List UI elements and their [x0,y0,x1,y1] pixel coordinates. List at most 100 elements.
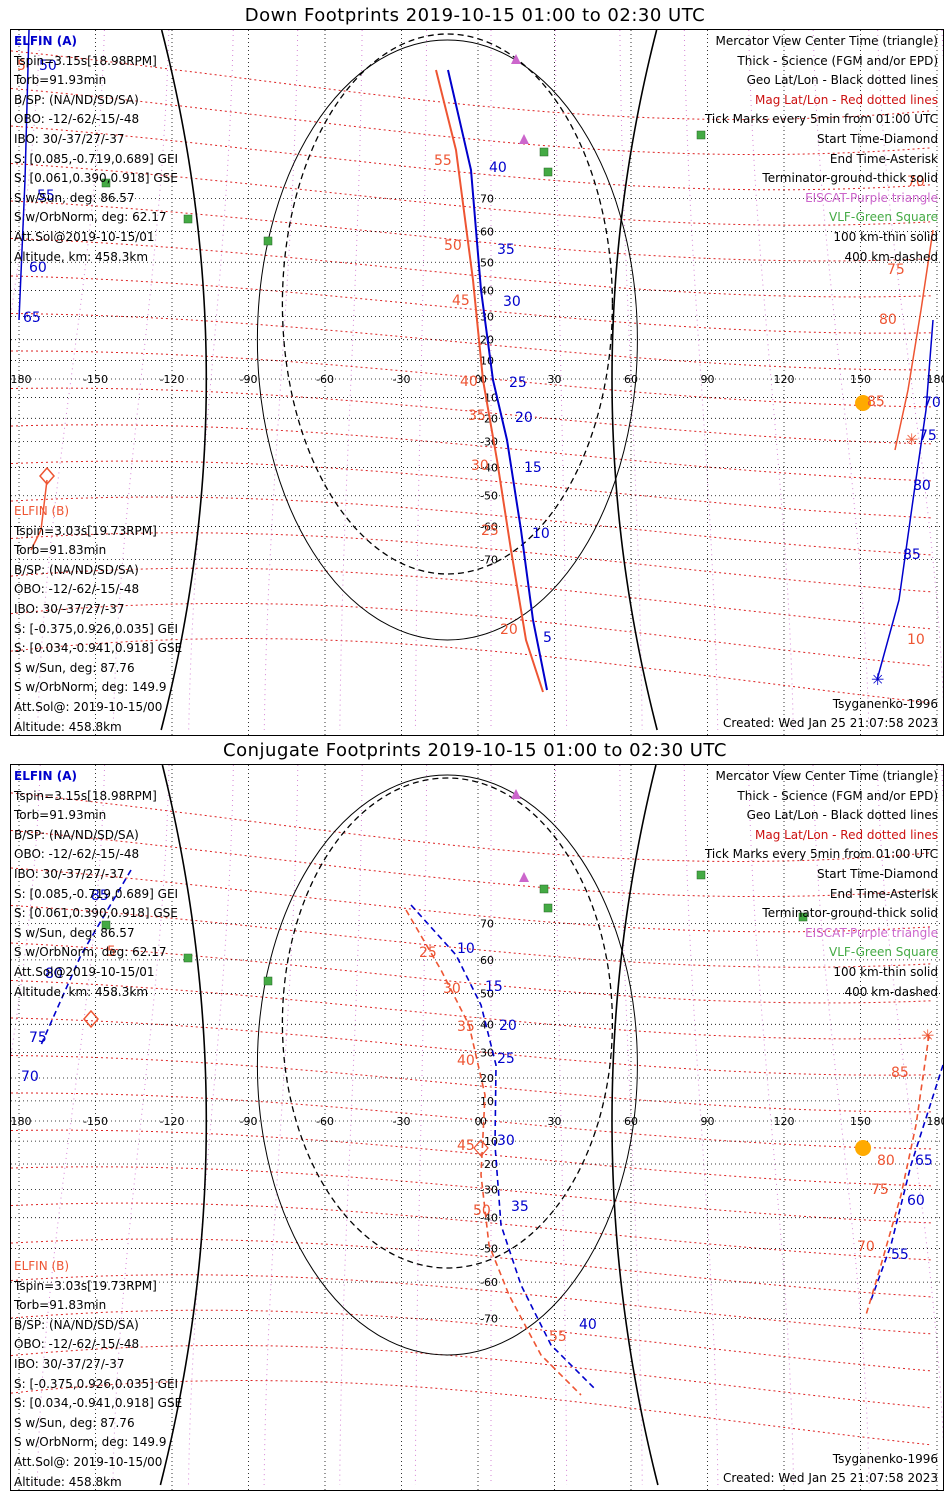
legend-item: VLF-Green Square [829,945,938,960]
lat-tick-label: 60 [480,226,494,239]
elfin-b-line: OBO: -12/-62/-15/-48 [14,582,140,597]
track-a-label: 50 [39,58,57,74]
lon-tick-label: 150 [850,1115,871,1128]
lat-tick-label: -70 [480,554,498,567]
lat-tick-label: 40 [480,285,494,298]
lon-tick-label: -180 [11,373,31,386]
elfin-a-track [18,30,30,321]
lat-tick-label: 70 [480,192,494,205]
lon-tick-label: 90 [701,373,715,386]
track-a-label: 60 [29,260,47,276]
sun-icon [855,1140,872,1156]
elfin-a-line: S: [0.061,0.390,0.918] GSE [14,171,178,186]
lat-tick-label: -10 [480,391,498,404]
legend-item: Tick Marks every 5min from 01:00 UTC [704,112,938,127]
mag-lat-line [11,1238,932,1298]
track-a-label: 85 [903,547,921,563]
elfin-a-line: S w/OrbNorm, deg: 62.17 [14,210,167,225]
elfin-b-info: ELFIN (B) Tspin=3.03s[19.73RPM] Torb=91.… [14,502,183,735]
track-b-label: 40 [457,1053,475,1069]
mag-lon-line [11,765,41,1059]
mag-lon-line [263,30,299,731]
ellipse-400km [281,33,614,575]
elfin-b-name: ELFIN (B) [14,504,70,518]
legend-item: Mag Lat/Lon - Red dotted lines [754,827,938,842]
lon-tick-label: 180 [927,373,944,386]
eiscat-triangle-icon [519,134,529,144]
lat-tick-label: 40 [480,1018,494,1031]
elfin-a-track [870,1064,943,1301]
start-diamond-icon [83,1009,99,1029]
track-b-label: 25 [481,523,499,539]
track-a-label: 40 [579,1317,597,1333]
elfin-b-line: S w/OrbNorm, deg: 149.9 [14,680,167,695]
track-b-label: 10 [907,632,925,648]
mag-lat-line [11,1017,932,1076]
track-b-label: 5 [17,58,26,74]
track-b-label: 45 [457,1138,475,1154]
elfin-a-line: Att.Sol@2019-10-15/01 [14,229,155,244]
lat-tick-label: -60 [480,1276,498,1289]
elfin-b-info: ELFIN (B) Tspin=3.03s[19.73RPM] Torb=91.… [14,1257,182,1490]
mag-lon-line [683,765,719,1486]
track-a-label: 55 [891,1247,909,1263]
vlf-square-icon [263,236,273,246]
track-a-label: 25 [509,375,527,391]
elfin-b-line: S w/Sun, deg: 87.76 [14,1415,135,1430]
lon-tick-label: -30 [393,373,411,386]
elfin-b-line: S: [0.034,-0.941,0.918] GSE [14,641,183,656]
mag-lat-line [11,1055,932,1113]
mag-lon-line [414,30,428,731]
track-a-label: 70 [21,1069,39,1085]
track-a-label: 55 [37,188,55,204]
lat-tick-label: -50 [480,490,498,503]
legend: Mercator View Center Time (triangle) Thi… [705,32,938,267]
elfin-a-line: OBO: -12/-62/-15/-48 [14,847,140,862]
elfin-b-track [30,479,48,551]
lon-tick-label: 150 [850,373,871,386]
track-b-label: 40 [460,374,478,390]
created-label: Created: Wed Jan 25 21:07:58 2023 [723,716,938,730]
track-b-label: 80 [877,1153,895,1169]
end-asterisk-icon: ✳ [871,670,884,689]
elfin-b-line: IBO: 30/-37/27/-37 [14,601,125,616]
track-b-label: 5 [107,944,116,960]
track-b-label: 35 [457,1019,475,1035]
start-diamond-icon [473,1139,489,1157]
elfin-a-line: Altitude, km: 458.3km [14,249,149,264]
track-a-label: 20 [515,410,533,426]
mag-lat-line [11,1166,932,1224]
elfin-a-line: Altitude, km: 458.3km [14,984,149,999]
elfin-a-info: ELFIN (A) Tspin=3.15s[18.98RPM] Torb=91.… [14,32,178,267]
elfin-b-track [435,69,544,693]
vlf-square-icon [798,912,808,922]
elfin-a-line: S: [0.085,-0.719,0.689] GEI [14,886,179,901]
legend-item: Mercator View Center Time (triangle) [715,34,938,48]
lat-tick-label: 70 [480,918,494,931]
lat-tick-label: -20 [480,1158,498,1171]
elfin-b-line: S: [-0.375,0.926,0.035] GEI [14,1376,179,1391]
panel-title-conjugate: Conjugate Footprints 2019-10-15 01:00 to… [223,740,727,761]
legend-item: Mag Lat/Lon - Red dotted lines [754,92,938,107]
lon-tick-label: -120 [160,1115,185,1128]
mag-lat-line [11,1202,932,1261]
mag-lon-line [339,30,363,731]
mag-lat-line [11,979,932,1040]
mag-lat-line [11,1344,932,1409]
track-a-label: 10 [532,526,550,542]
sun-icon [855,395,872,411]
vlf-square-icon [539,884,549,894]
elfin-b-line: IBO: 30/-37/27/-37 [14,1356,125,1371]
track-a-label: 80 [45,966,63,982]
track-b-label: 75 [871,1182,889,1198]
lat-tick-label: 50 [480,987,494,1000]
elfin-a-track [876,319,934,681]
legend-item: Terminator-ground-thick solid [762,906,938,921]
track-b-label: 75 [887,262,905,278]
mag-lon-line [263,765,299,1486]
legend-item: Thick - Science (FGM and/or EPD) [737,53,938,68]
lon-tick-label: 0 [475,373,482,386]
lat-tick-label: 30 [480,1047,494,1060]
elfin-b-line: Tspin=3.03s[19.73RPM] [14,523,157,538]
elfin-b-line: Att.Sol@: 2019-10-15/00 [14,1454,163,1469]
